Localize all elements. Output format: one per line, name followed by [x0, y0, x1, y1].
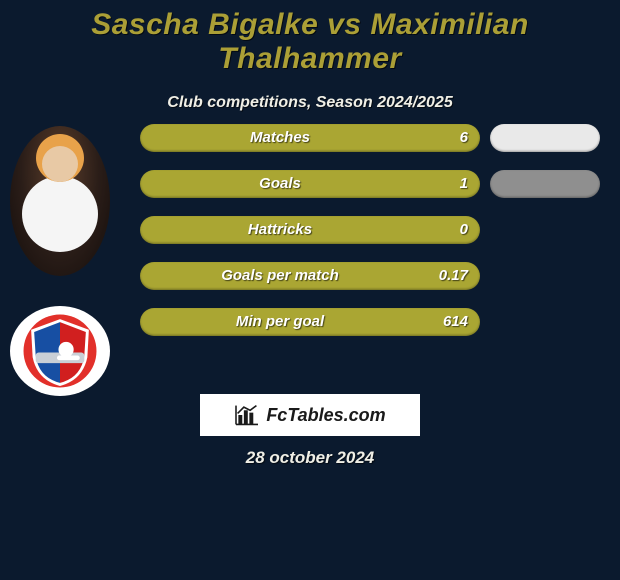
watermark-text: FcTables.com	[266, 405, 385, 426]
bars-icon	[234, 404, 260, 426]
stat-bars: Matches 6 Goals 1 Hattricks 0 Goals per …	[140, 124, 480, 354]
stat-value: 0	[460, 216, 468, 244]
page-title: Sascha Bigalke vs Maximilian Thalhammer	[0, 0, 620, 76]
club-shield-icon	[22, 313, 98, 389]
avatars-column	[10, 126, 130, 406]
comparison-card: Sascha Bigalke vs Maximilian Thalhammer …	[0, 0, 620, 580]
stat-row-goals-per-match: Goals per match 0.17	[140, 262, 480, 290]
stat-row-min-per-goal: Min per goal 614	[140, 308, 480, 336]
stat-label: Min per goal	[140, 308, 420, 336]
stat-value: 1	[460, 170, 468, 198]
pill-goals	[490, 170, 600, 198]
stat-value: 0.17	[439, 262, 468, 290]
club-avatar	[10, 306, 110, 396]
pill-matches	[490, 124, 600, 152]
player-avatar	[10, 126, 110, 276]
stat-label: Hattricks	[140, 216, 420, 244]
comparison-pills	[490, 124, 610, 216]
stat-value: 614	[443, 308, 468, 336]
watermark: FcTables.com	[200, 394, 420, 436]
generated-date: 28 october 2024	[0, 448, 620, 468]
stat-row-hattricks: Hattricks 0	[140, 216, 480, 244]
stat-label: Matches	[140, 124, 420, 152]
stat-value: 6	[460, 124, 468, 152]
stat-label: Goals per match	[140, 262, 420, 290]
stat-row-matches: Matches 6	[140, 124, 480, 152]
stat-row-goals: Goals 1	[140, 170, 480, 198]
stat-label: Goals	[140, 170, 420, 198]
subtitle: Club competitions, Season 2024/2025	[0, 94, 620, 112]
